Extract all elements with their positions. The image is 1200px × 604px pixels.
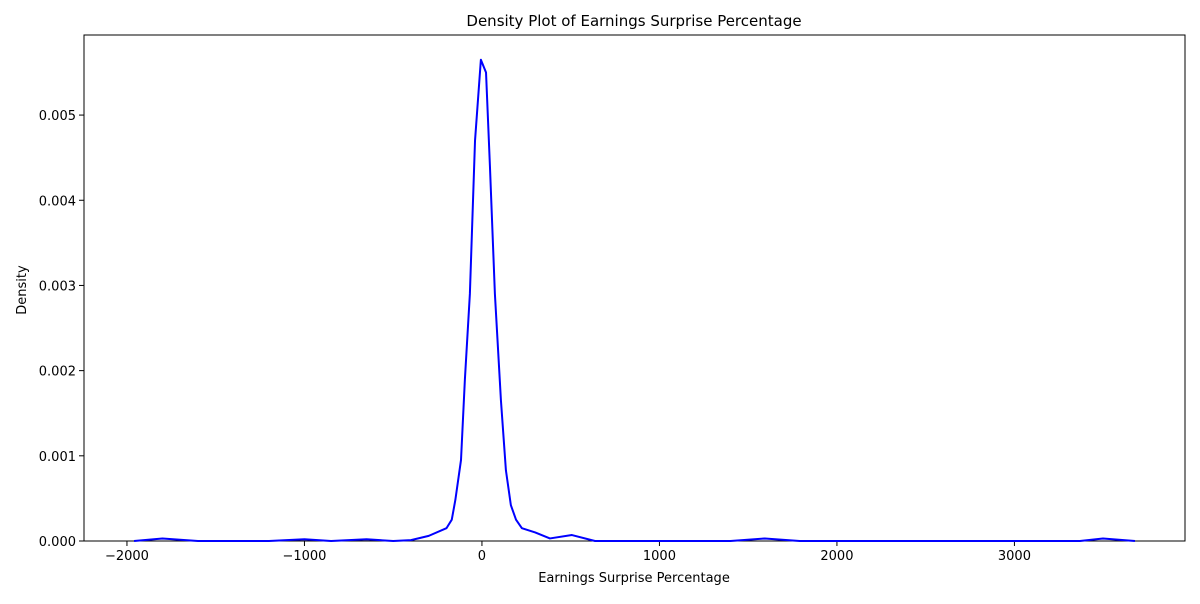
y-tick-label: 0.002 (39, 365, 76, 380)
y-tick-label: 0.001 (39, 450, 76, 465)
x-tick-label: 2000 (820, 549, 853, 564)
y-tick-label: 0.005 (39, 109, 76, 124)
y-tick-label: 0.003 (39, 279, 76, 294)
axes-frame (83, 34, 1186, 542)
x-axis-label: Earnings Surprise Percentage (538, 571, 730, 586)
density-line (133, 58, 1136, 542)
y-axis-label: Density (15, 265, 30, 315)
x-tick-label: −2000 (105, 549, 149, 564)
x-tick-label: 0 (478, 549, 486, 564)
y-tick-label: 0.004 (39, 194, 76, 209)
x-tick-label: 1000 (643, 549, 676, 564)
x-tick-label: 3000 (998, 549, 1031, 564)
y-tick-label: 0.000 (39, 535, 76, 550)
chart-title: Density Plot of Earnings Surprise Percen… (466, 12, 801, 30)
x-tick-label: −1000 (282, 549, 326, 564)
